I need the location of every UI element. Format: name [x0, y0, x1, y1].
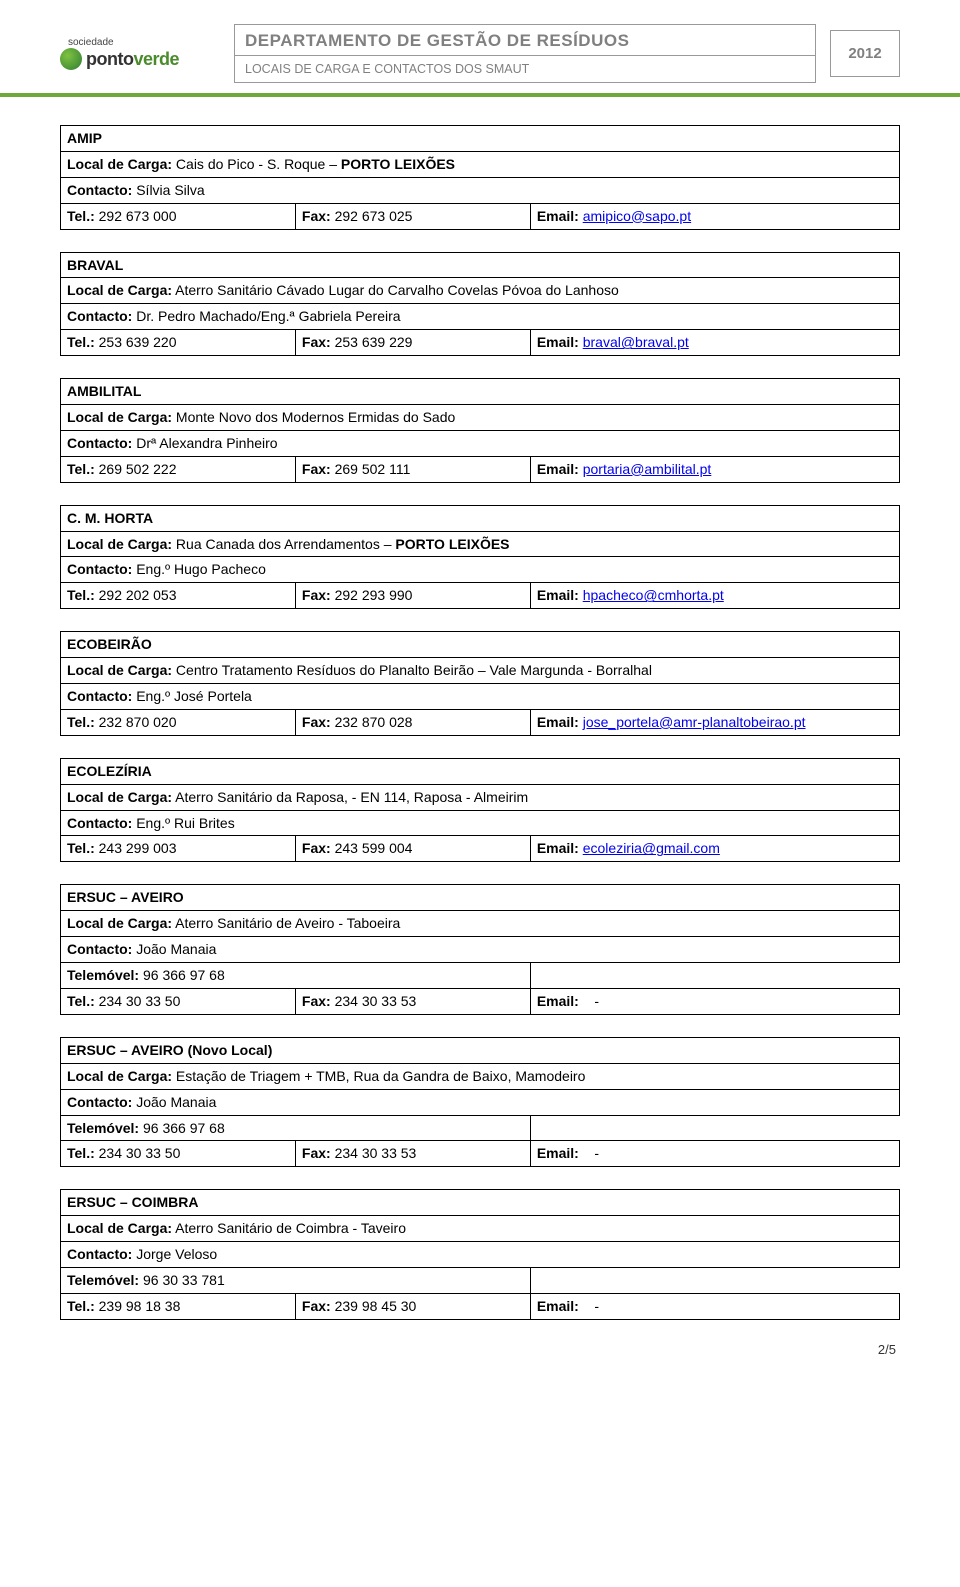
entity-email: Email: braval@braval.pt [530, 330, 899, 356]
entity-tel: Tel.: 292 202 053 [61, 583, 296, 609]
entity-local: Local de Carga: Aterro Sanitário da Rapo… [61, 784, 900, 810]
entity-fax: Fax: 269 502 111 [295, 456, 530, 482]
logo-word-black: ponto [86, 49, 133, 69]
page-number: 2/5 [60, 1342, 900, 1357]
entity-block: C. M. HORTALocal de Carga: Rua Canada do… [60, 505, 900, 610]
entity-contact: Contacto: João Manaia [61, 937, 900, 963]
entity-tel: Tel.: 234 30 33 50 [61, 988, 296, 1014]
header-box: DEPARTAMENTO DE GESTÃO DE RESÍDUOS LOCAI… [234, 24, 816, 83]
entity-fax: Fax: 234 30 33 53 [295, 1141, 530, 1167]
entity-tel: Tel.: 253 639 220 [61, 330, 296, 356]
entity-email: Email: hpacheco@cmhorta.pt [530, 583, 899, 609]
entity-tel: Tel.: 232 870 020 [61, 709, 296, 735]
entity-table: C. M. HORTALocal de Carga: Rua Canada do… [60, 505, 900, 610]
entity-tel: Tel.: 234 30 33 50 [61, 1141, 296, 1167]
entity-name: BRAVAL [61, 252, 900, 278]
entity-local: Local de Carga: Estação de Triagem + TMB… [61, 1063, 900, 1089]
entity-table: AMIPLocal de Carga: Cais do Pico - S. Ro… [60, 125, 900, 230]
email-link[interactable]: braval@braval.pt [583, 334, 689, 350]
entity-mobile: Telemóvel: 96 366 97 68 [61, 963, 531, 989]
entity-email: Email: - [530, 988, 899, 1014]
entity-name: ECOBEIRÃO [61, 632, 900, 658]
entity-contact: Contacto: João Manaia [61, 1089, 900, 1115]
entity-fax: Fax: 243 599 004 [295, 836, 530, 862]
entity-tel: Tel.: 243 299 003 [61, 836, 296, 862]
entity-local: Local de Carga: Cais do Pico - S. Roque … [61, 151, 900, 177]
entity-email: Email: portaria@ambilital.pt [530, 456, 899, 482]
entity-name: ERSUC – AVEIRO [61, 885, 900, 911]
header-divider [0, 93, 960, 97]
entity-block: BRAVALLocal de Carga: Aterro Sanitário C… [60, 252, 900, 357]
entity-table: ECOLEZÍRIALocal de Carga: Aterro Sanitár… [60, 758, 900, 863]
entity-table: ERSUC – AVEIRO (Novo Local)Local de Carg… [60, 1037, 900, 1167]
page-header: sociedade pontoverde DEPARTAMENTO DE GES… [60, 24, 900, 83]
email-link[interactable]: jose_portela@amr-planaltobeirao.pt [583, 714, 806, 730]
entity-email: Email: amipico@sapo.pt [530, 203, 899, 229]
entity-table: AMBILITALLocal de Carga: Monte Novo dos … [60, 378, 900, 483]
header-year: 2012 [830, 30, 900, 77]
entity-table: ERSUC – COIMBRALocal de Carga: Aterro Sa… [60, 1189, 900, 1319]
entity-local: Local de Carga: Aterro Sanitário de Avei… [61, 911, 900, 937]
logo-wordmark: pontoverde [86, 49, 179, 70]
entity-name: ERSUC – AVEIRO (Novo Local) [61, 1037, 900, 1063]
entity-fax: Fax: 292 673 025 [295, 203, 530, 229]
entity-local: Local de Carga: Rua Canada dos Arrendame… [61, 531, 900, 557]
spacer [530, 1267, 899, 1293]
email-link[interactable]: amipico@sapo.pt [583, 208, 691, 224]
entity-block: ERSUC – COIMBRALocal de Carga: Aterro Sa… [60, 1189, 900, 1319]
entity-contact: Contacto: Eng.º Rui Brites [61, 810, 900, 836]
entity-mobile: Telemóvel: 96 30 33 781 [61, 1267, 531, 1293]
entity-name: AMBILITAL [61, 379, 900, 405]
entity-tel: Tel.: 292 673 000 [61, 203, 296, 229]
entity-email: Email: jose_portela@amr-planaltobeirao.p… [530, 709, 899, 735]
entity-fax: Fax: 239 98 45 30 [295, 1293, 530, 1319]
entity-mobile: Telemóvel: 96 366 97 68 [61, 1115, 531, 1141]
entity-contact: Contacto: Eng.º José Portela [61, 684, 900, 710]
entity-contact: Contacto: Jorge Veloso [61, 1242, 900, 1268]
entity-name: ECOLEZÍRIA [61, 758, 900, 784]
entity-table: ECOBEIRÃOLocal de Carga: Centro Tratamen… [60, 631, 900, 736]
logo-small-text: sociedade [68, 37, 220, 48]
entity-block: AMBILITALLocal de Carga: Monte Novo dos … [60, 378, 900, 483]
entity-block: AMIPLocal de Carga: Cais do Pico - S. Ro… [60, 125, 900, 230]
entity-fax: Fax: 292 293 990 [295, 583, 530, 609]
entity-fax: Fax: 253 639 229 [295, 330, 530, 356]
entity-name: C. M. HORTA [61, 505, 900, 531]
entity-email: Email: - [530, 1141, 899, 1167]
entity-local: Local de Carga: Aterro Sanitário de Coim… [61, 1216, 900, 1242]
entity-name: ERSUC – COIMBRA [61, 1190, 900, 1216]
entity-table: ERSUC – AVEIROLocal de Carga: Aterro San… [60, 884, 900, 1014]
entity-local: Local de Carga: Monte Novo dos Modernos … [61, 405, 900, 431]
logo-leaf-icon [60, 48, 82, 70]
entity-contact: Contacto: Drª Alexandra Pinheiro [61, 430, 900, 456]
logo-word-green: verde [133, 49, 179, 69]
entity-fax: Fax: 234 30 33 53 [295, 988, 530, 1014]
entity-block: ECOLEZÍRIALocal de Carga: Aterro Sanitár… [60, 758, 900, 863]
entity-tel: Tel.: 239 98 18 38 [61, 1293, 296, 1319]
spacer [530, 963, 899, 989]
entity-block: ERSUC – AVEIROLocal de Carga: Aterro San… [60, 884, 900, 1014]
email-link[interactable]: portaria@ambilital.pt [583, 461, 712, 477]
entity-contact: Contacto: Sílvia Silva [61, 177, 900, 203]
entity-block: ECOBEIRÃOLocal de Carga: Centro Tratamen… [60, 631, 900, 736]
entity-name: AMIP [61, 126, 900, 152]
email-link[interactable]: ecoleziria@gmail.com [583, 840, 720, 856]
entity-local: Local de Carga: Centro Tratamento Resídu… [61, 658, 900, 684]
email-link[interactable]: hpacheco@cmhorta.pt [583, 587, 724, 603]
logo: sociedade pontoverde [60, 37, 220, 70]
entity-block: ERSUC – AVEIRO (Novo Local)Local de Carg… [60, 1037, 900, 1167]
spacer [530, 1115, 899, 1141]
entities-list: AMIPLocal de Carga: Cais do Pico - S. Ro… [60, 125, 900, 1320]
entity-email: Email: ecoleziria@gmail.com [530, 836, 899, 862]
entity-contact: Contacto: Eng.º Hugo Pacheco [61, 557, 900, 583]
entity-tel: Tel.: 269 502 222 [61, 456, 296, 482]
entity-email: Email: - [530, 1293, 899, 1319]
entity-fax: Fax: 232 870 028 [295, 709, 530, 735]
header-subtitle: LOCAIS DE CARGA E CONTACTOS DOS SMAUT [235, 56, 815, 82]
entity-contact: Contacto: Dr. Pedro Machado/Eng.ª Gabrie… [61, 304, 900, 330]
entity-local: Local de Carga: Aterro Sanitário Cávado … [61, 278, 900, 304]
header-title: DEPARTAMENTO DE GESTÃO DE RESÍDUOS [235, 25, 815, 56]
entity-table: BRAVALLocal de Carga: Aterro Sanitário C… [60, 252, 900, 357]
